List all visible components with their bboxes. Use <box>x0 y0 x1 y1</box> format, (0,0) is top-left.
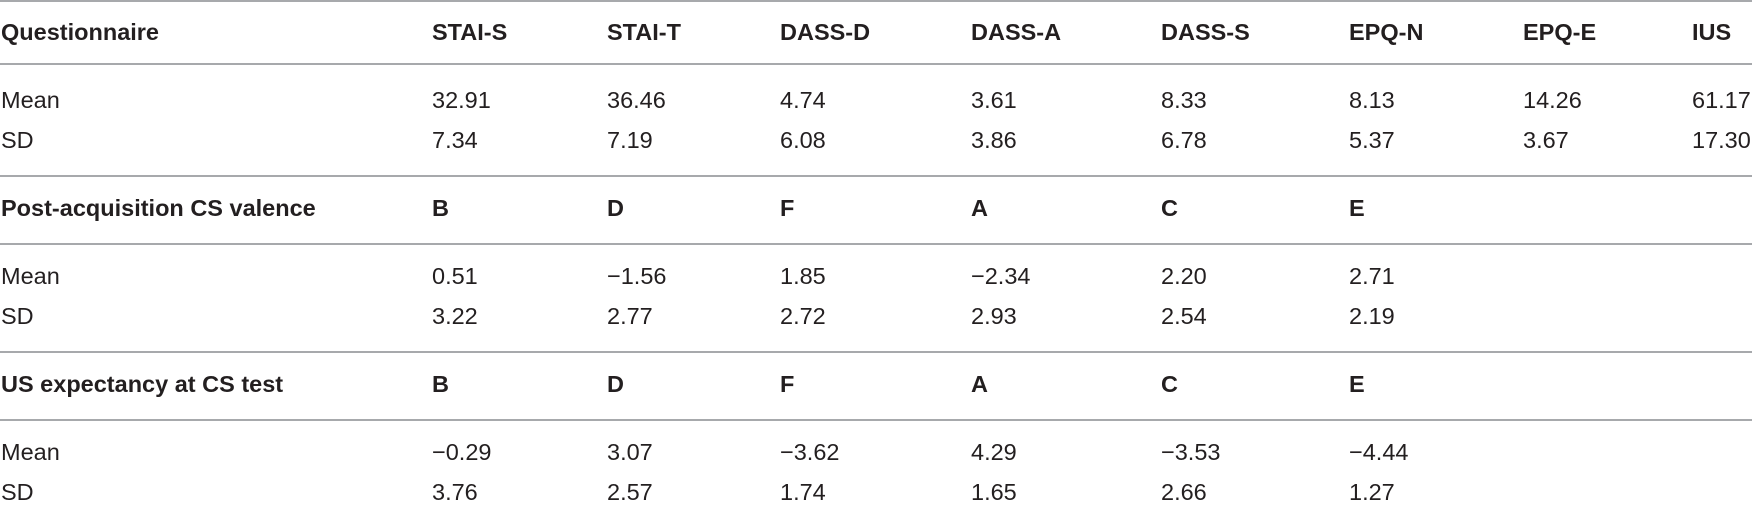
table-rule <box>0 243 1752 245</box>
header-cell: DASS-S <box>1161 19 1250 45</box>
table-cell: 1.85 <box>780 263 826 289</box>
header-cell: Post-acquisition CS valence <box>1 195 316 221</box>
row-label: SD <box>1 127 34 153</box>
table-cell: 2.57 <box>607 479 653 505</box>
table-rule-top <box>0 0 1752 2</box>
table-cell: 7.19 <box>607 127 653 153</box>
table-cell: 14.26 <box>1523 87 1582 113</box>
table-cell: 2.19 <box>1349 303 1395 329</box>
table-cell: 4.74 <box>780 87 826 113</box>
table-cell: 2.20 <box>1161 263 1207 289</box>
header-cell: EPQ-E <box>1523 19 1597 45</box>
table-cell: 2.93 <box>971 303 1017 329</box>
table-cell: 2.71 <box>1349 263 1395 289</box>
table-cell: 17.30 <box>1692 127 1751 153</box>
table-cell: 3.76 <box>432 479 478 505</box>
table-cell: −0.29 <box>432 439 492 465</box>
table-cell: 3.86 <box>971 127 1017 153</box>
header-cell: EPQ-N <box>1349 19 1424 45</box>
header-cell: STAI-S <box>432 19 508 45</box>
table-rule <box>0 175 1752 177</box>
table-cell: 6.78 <box>1161 127 1207 153</box>
table-cell: 3.67 <box>1523 127 1569 153</box>
header-cell: E <box>1349 371 1365 397</box>
table-cell: 8.33 <box>1161 87 1207 113</box>
table-cell: 1.27 <box>1349 479 1395 505</box>
table-row: SD 3.22 2.77 2.72 2.93 2.54 2.19 <box>0 296 1752 336</box>
row-label: SD <box>1 479 34 505</box>
section-header-row: Post-acquisition CS valence B D F A C E <box>0 188 1752 228</box>
header-cell: DASS-A <box>971 19 1062 45</box>
table-cell: −3.62 <box>780 439 840 465</box>
table-cell: 1.74 <box>780 479 826 505</box>
table-cell: −2.34 <box>971 263 1031 289</box>
table-cell: 3.22 <box>432 303 478 329</box>
header-cell: A <box>971 195 988 221</box>
table-row: SD 7.34 7.19 6.08 3.86 6.78 5.37 3.67 17… <box>0 120 1752 160</box>
table-cell: −3.53 <box>1161 439 1221 465</box>
header-cell: B <box>432 371 449 397</box>
section-header-row: Questionnaire STAI-S STAI-T DASS-D DASS-… <box>0 12 1752 52</box>
header-cell: D <box>607 195 624 221</box>
row-label: SD <box>1 303 34 329</box>
header-cell: DASS-D <box>780 19 871 45</box>
row-label: Mean <box>1 263 60 289</box>
table-cell: 3.07 <box>607 439 653 465</box>
table-cell: 36.46 <box>607 87 666 113</box>
table-row: Mean 32.91 36.46 4.74 3.61 8.33 8.13 14.… <box>0 80 1752 120</box>
table-row: Mean 0.51 −1.56 1.85 −2.34 2.20 2.71 <box>0 256 1752 296</box>
table-cell: 5.37 <box>1349 127 1395 153</box>
header-cell: Questionnaire <box>1 19 160 45</box>
table-cell: 2.66 <box>1161 479 1207 505</box>
table-cell: 6.08 <box>780 127 826 153</box>
header-cell: D <box>607 371 624 397</box>
header-cell: B <box>432 195 449 221</box>
row-label: Mean <box>1 87 60 113</box>
header-cell: STAI-T <box>607 19 681 45</box>
row-label: Mean <box>1 439 60 465</box>
header-cell: F <box>780 195 795 221</box>
table-cell: −1.56 <box>607 263 667 289</box>
header-cell: E <box>1349 195 1365 221</box>
section-header-row: US expectancy at CS test B D F A C E <box>0 364 1752 404</box>
table-cell: 2.77 <box>607 303 653 329</box>
table-rule <box>0 63 1752 65</box>
table-cell: 0.51 <box>432 263 478 289</box>
table-cell: 8.13 <box>1349 87 1395 113</box>
table-cell: 2.72 <box>780 303 826 329</box>
table-cell: 32.91 <box>432 87 491 113</box>
table-cell: 2.54 <box>1161 303 1207 329</box>
header-cell: F <box>780 371 795 397</box>
table-rule <box>0 351 1752 353</box>
table-rule <box>0 419 1752 421</box>
table-cell: 4.29 <box>971 439 1017 465</box>
table-row: Mean −0.29 3.07 −3.62 4.29 −3.53 −4.44 <box>0 432 1752 472</box>
header-cell: C <box>1161 371 1178 397</box>
table-cell: 3.61 <box>971 87 1017 113</box>
header-cell: IUS <box>1692 19 1732 45</box>
table-row: SD 3.76 2.57 1.74 1.65 2.66 1.27 <box>0 472 1752 512</box>
table-cell: 7.34 <box>432 127 478 153</box>
header-cell: C <box>1161 195 1178 221</box>
header-cell: US expectancy at CS test <box>1 371 284 397</box>
table-cell: 1.65 <box>971 479 1017 505</box>
table-cell: −4.44 <box>1349 439 1409 465</box>
header-cell: A <box>971 371 988 397</box>
table-cell: 61.17 <box>1692 87 1751 113</box>
